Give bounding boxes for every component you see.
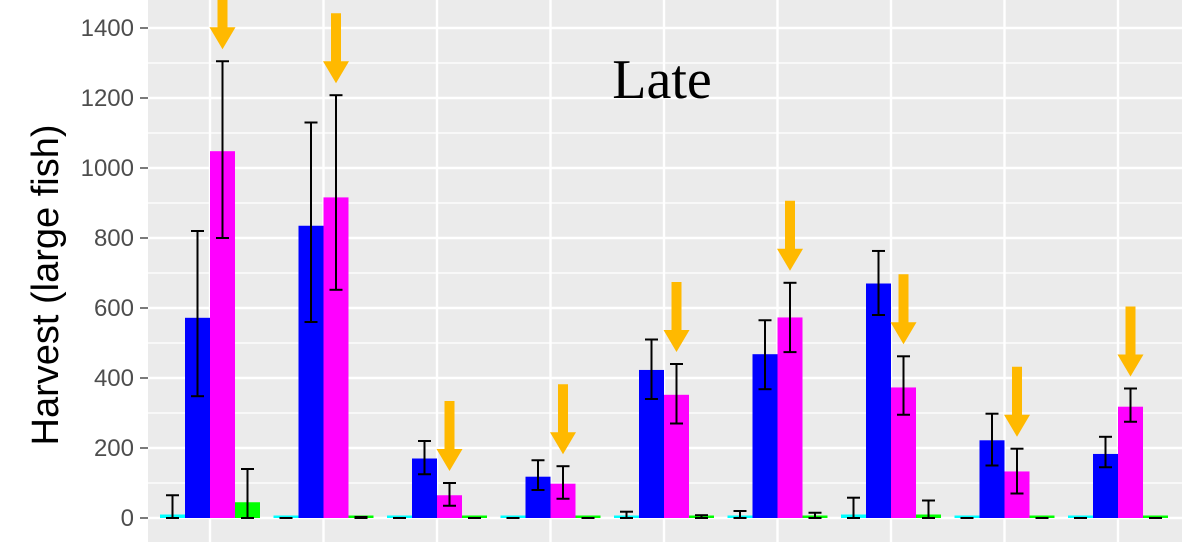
bar: [866, 283, 891, 518]
arrows-layer: [209, 0, 1144, 471]
highlight-arrow: [663, 282, 690, 352]
bar: [500, 515, 526, 518]
y-axis-title: Harvest (large fish): [25, 125, 67, 446]
error-bars-layer: [166, 60, 1162, 519]
bar: [1068, 515, 1093, 518]
y-tick-label: 200: [94, 435, 134, 462]
y-tick-label: 1400: [81, 15, 134, 42]
bars-layer: [160, 151, 1168, 518]
bar: [462, 515, 487, 518]
highlight-arrow: [550, 384, 576, 455]
bar: [1118, 406, 1143, 518]
highlight-arrow: [209, 0, 236, 50]
y-tick-label: 1000: [81, 155, 134, 182]
y-tick-label: 0: [121, 505, 134, 532]
highlight-arrow: [436, 401, 463, 471]
y-tick-label: 1200: [81, 85, 134, 112]
bar: [387, 515, 412, 518]
highlight-arrow: [1004, 366, 1030, 437]
highlight-arrow: [1117, 306, 1144, 377]
panel-title: Late: [612, 49, 711, 111]
bar: [575, 515, 601, 518]
highlight-arrow: [777, 200, 803, 271]
y-tick-label: 800: [94, 225, 134, 252]
bar: [273, 515, 299, 518]
y-axis-ticks: 0 200 400 600 800 1000 1200 1400: [81, 15, 148, 532]
highlight-arrow: [323, 13, 349, 84]
y-tick-label: 400: [94, 365, 134, 392]
y-tick-label: 600: [94, 295, 134, 322]
bar: [1143, 515, 1168, 518]
highlight-arrow: [890, 274, 917, 345]
bar: [1029, 515, 1055, 518]
bar: [954, 515, 980, 518]
